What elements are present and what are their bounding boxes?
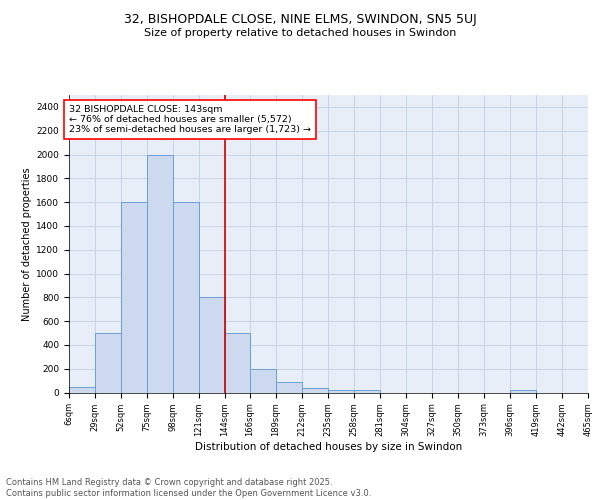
Bar: [173, 202, 199, 392]
Bar: [95, 333, 121, 392]
Bar: [69, 386, 95, 392]
Bar: [199, 298, 225, 392]
Y-axis label: Number of detached properties: Number of detached properties: [22, 167, 32, 320]
Text: Size of property relative to detached houses in Swindon: Size of property relative to detached ho…: [144, 28, 456, 38]
Text: Contains HM Land Registry data © Crown copyright and database right 2025.
Contai: Contains HM Land Registry data © Crown c…: [6, 478, 371, 498]
Bar: [276, 382, 302, 392]
Bar: [121, 202, 147, 392]
Text: 32 BISHOPDALE CLOSE: 143sqm
← 76% of detached houses are smaller (5,572)
23% of : 32 BISHOPDALE CLOSE: 143sqm ← 76% of det…: [69, 104, 311, 134]
Bar: [354, 390, 380, 392]
Bar: [147, 154, 173, 392]
Bar: [302, 388, 328, 392]
Bar: [328, 390, 354, 392]
Bar: [225, 333, 250, 392]
Text: 32, BISHOPDALE CLOSE, NINE ELMS, SWINDON, SN5 5UJ: 32, BISHOPDALE CLOSE, NINE ELMS, SWINDON…: [124, 12, 476, 26]
X-axis label: Distribution of detached houses by size in Swindon: Distribution of detached houses by size …: [195, 442, 462, 452]
Bar: [510, 390, 536, 392]
Bar: [250, 368, 276, 392]
